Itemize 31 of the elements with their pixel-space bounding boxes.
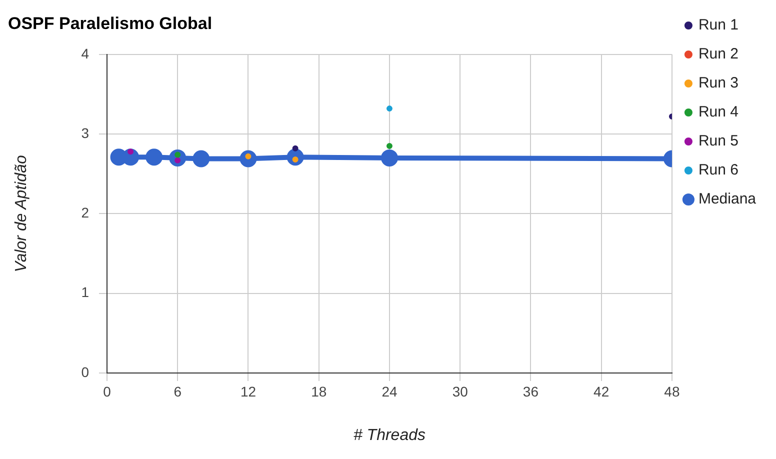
x-tick-label: 36 [522, 383, 539, 400]
y-tick-label: 3 [81, 124, 90, 141]
legend-label: Run 6 [698, 162, 738, 179]
x-tick-label: 24 [382, 383, 398, 400]
x-tick-label: 0 [103, 383, 112, 400]
legend-label: Run 5 [698, 132, 738, 150]
point [386, 143, 392, 149]
y-axis-title: Valor de Aptidão [13, 155, 30, 272]
x-tick-label: 48 [664, 383, 680, 400]
point [128, 148, 134, 155]
legend-label: Run 4 [698, 104, 738, 121]
y-tick-label: 1 [81, 284, 90, 300]
x-tick-label: 18 [311, 383, 327, 400]
x-tick-label: 30 [452, 383, 468, 400]
point [386, 106, 392, 112]
point [192, 150, 210, 168]
point [292, 145, 298, 152]
x-tick-label: 12 [240, 383, 256, 400]
y-tick-label: 0 [81, 364, 90, 380]
point [380, 149, 398, 166]
x-axis-title: # Threads [353, 426, 426, 444]
x-tick-label: 6 [174, 383, 182, 400]
point [146, 148, 163, 166]
legend-label: Mediana [698, 190, 757, 208]
y-tick-label: 2 [81, 204, 90, 221]
chart-title: OSPF Paralelismo Global [8, 14, 212, 33]
y-tick-label: 4 [81, 45, 90, 62]
legend-label: Run 2 [698, 46, 738, 63]
x-tick-label: 42 [594, 383, 610, 400]
legend-label: Run 1 [698, 16, 738, 34]
legend-label: Run 3 [698, 74, 738, 92]
